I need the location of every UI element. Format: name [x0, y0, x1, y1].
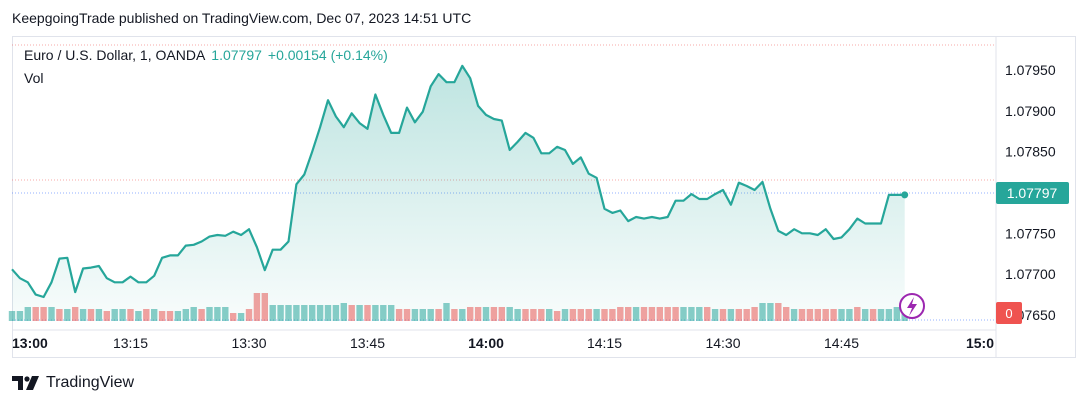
- symbol-name: Euro / U.S. Dollar, 1, OANDA: [24, 47, 206, 63]
- tradingview-logo-icon: [12, 376, 39, 390]
- time-tick-label: 15:0: [966, 335, 994, 351]
- flash-icon[interactable]: [899, 293, 925, 319]
- price-tick-label: 1.07850: [1005, 144, 1056, 160]
- last-price-tag: [996, 182, 1069, 204]
- chart-frame[interactable]: [12, 36, 1076, 358]
- volume-tag: [996, 302, 1022, 324]
- last-price-dot: [901, 191, 909, 199]
- last-price: 1.07797: [211, 47, 262, 63]
- price-area: [12, 65, 905, 322]
- time-tick-label: 13:45: [350, 335, 385, 351]
- time-tick-label: 14:45: [824, 335, 859, 351]
- price-tick-label: 1.07750: [1005, 225, 1056, 241]
- price-line: [11, 64, 905, 299]
- time-tick-label: 13:00: [12, 335, 48, 351]
- time-axis-labels: 13:00 13:15 13:30 13:45 14:00 14:15 14:30 14:45…: [12, 335, 994, 351]
- price-tick-label: 1.07900: [1005, 103, 1056, 119]
- time-tick-label: 14:30: [705, 335, 740, 351]
- price-tick-label: 1.07950: [1005, 62, 1056, 78]
- time-tick-label: 14:15: [587, 335, 622, 351]
- last-price-tag-text: 1.07797: [1007, 185, 1058, 201]
- time-tick-label: 14:00: [468, 335, 504, 351]
- symbol-legend[interactable]: Euro / U.S. Dollar, 1, OANDA 1.07797 +0.00…: [24, 47, 388, 63]
- brand-name: TradingView: [46, 374, 135, 391]
- time-tick-label: 13:15: [113, 335, 148, 351]
- time-tick-label: 13:30: [231, 335, 266, 351]
- publish-info: KeepgoingTrade published on TradingView.…: [12, 10, 472, 26]
- volume-legend[interactable]: Vol: [24, 70, 44, 86]
- price-change: +0.00154 (+0.14%): [267, 47, 388, 63]
- price-tick-label: 1.07700: [1005, 266, 1056, 282]
- volume-tag-text: 0: [1005, 306, 1012, 321]
- brand[interactable]: TradingView: [12, 374, 134, 392]
